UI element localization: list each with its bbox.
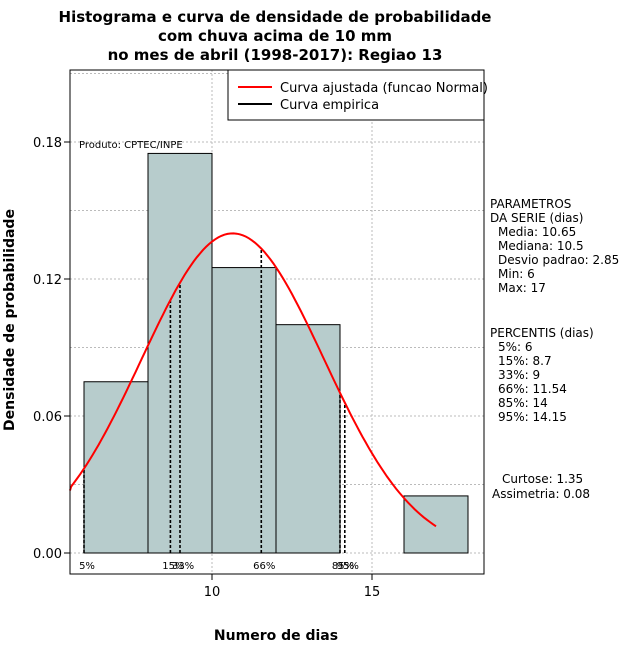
percentis-title: PERCENTIS (dias) — [490, 326, 594, 340]
percentile-label-5: 95% — [337, 561, 359, 572]
chart-title-line-1: Histograma e curva de densidade de proba… — [59, 8, 492, 26]
histogram-bars — [83, 152, 469, 554]
histogram-bar-3 — [275, 324, 341, 554]
param-mediana: Mediana: 10.5 — [498, 239, 584, 253]
percentile-label-1: 15% — [162, 561, 184, 572]
histogram-bar-2 — [211, 267, 277, 554]
legend: Curva ajustada (funcao Normal) Curva emp… — [227, 69, 488, 121]
histogram-bar-0 — [83, 381, 149, 554]
parametros-block: PARAMETROS DA SERIE (dias) Media: 10.65 … — [490, 197, 619, 295]
chart-title-line-2: com chuva acima de 10 mm — [158, 27, 392, 45]
histogram-bar-1 — [147, 152, 213, 554]
percentile-label-3: 66% — [253, 561, 275, 572]
param-media: Media: 10.65 — [498, 225, 576, 239]
x-tick-label-1: 15 — [364, 585, 381, 600]
percentil-66: 66%: 11.54 — [498, 382, 567, 396]
legend-box — [227, 69, 485, 121]
normal-curve-layer — [69, 232, 437, 528]
percentile-label-4: 85% — [332, 561, 354, 572]
percentil-95: 95%: 14.15 — [498, 410, 567, 424]
producer-label: Produto: CPTEC/INPE — [79, 140, 183, 151]
param-max: Max: 17 — [498, 281, 546, 295]
x-axis: 10 15 — [204, 574, 381, 600]
y-axis-title: Densidade de probabilidade — [2, 209, 18, 431]
percentil-85: 85%: 14 — [498, 396, 548, 410]
percentil-5: 5%: 6 — [498, 340, 533, 354]
x-tick-label-0: 10 — [204, 585, 221, 600]
parametros-subtitle: DA SERIE (dias) — [490, 211, 583, 225]
y-tick-label-1: 0.06 — [33, 410, 62, 425]
y-tick-label-2: 0.12 — [33, 273, 62, 288]
param-min: Min: 6 — [498, 267, 535, 281]
percentil-15: 15%: 8.7 — [498, 354, 552, 368]
percentis-block: PERCENTIS (dias) 5%: 6 15%: 8.7 33%: 9 6… — [490, 326, 594, 424]
normal-curve-line — [69, 232, 437, 528]
chart-title-line-3: no mes de abril (1998-2017): Regiao 13 — [108, 46, 443, 64]
legend-label-normal: Curva ajustada (funcao Normal) — [280, 81, 488, 96]
percentile-label-2: 33% — [172, 561, 194, 572]
legend-label-empirical: Curva empirica — [280, 98, 379, 113]
parametros-title: PARAMETROS — [490, 197, 571, 211]
y-tick-label-3: 0.18 — [33, 136, 62, 151]
percentile-lines: 5% 15%33% 66% 85%95% — [79, 248, 359, 572]
y-tick-label-0: 0.00 — [33, 547, 62, 562]
percentil-33: 33%: 9 — [498, 368, 540, 382]
param-desvio: Desvio padrao: 2.85 — [498, 253, 619, 267]
assimetria-label: Assimetria: 0.08 — [492, 487, 590, 501]
x-axis-title: Numero de dias — [214, 628, 338, 644]
histogram-bar-5 — [403, 495, 469, 554]
curtose-label: Curtose: 1.35 — [502, 472, 583, 486]
percentile-label-0: 5% — [79, 561, 95, 572]
y-axis: 0.00 0.06 0.12 0.18 — [33, 136, 70, 562]
